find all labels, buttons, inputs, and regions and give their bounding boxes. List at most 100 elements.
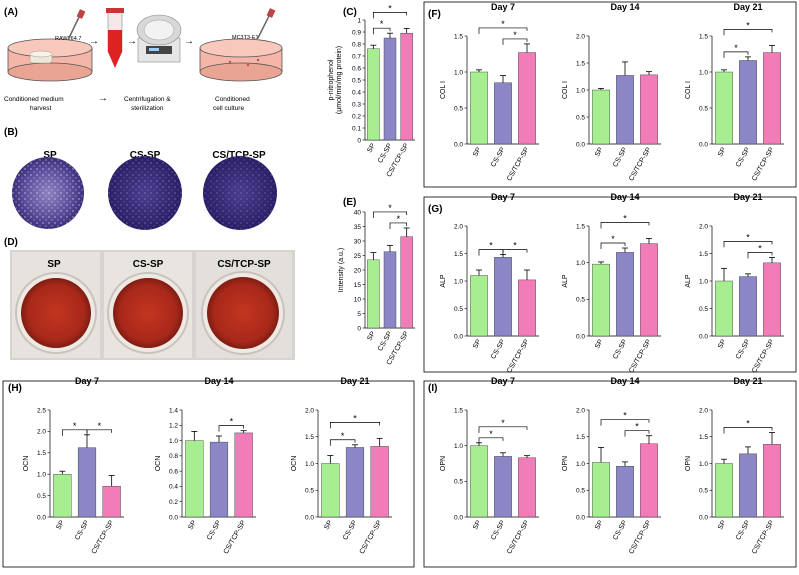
bar-cs-sp (77, 447, 97, 518)
bar-sp (367, 48, 380, 141)
step3-line1: Conditioned (215, 96, 250, 103)
significance-mark: * (73, 421, 77, 431)
panel-b-images: SP CS-SP CS/TCP-SP (12, 150, 277, 230)
step2-line1: Centrifugation & (124, 96, 171, 103)
y-axis-label: Intensity (a.u.) (338, 248, 345, 292)
y-tick-label: 30 (354, 238, 362, 245)
significance-mark: * (746, 232, 750, 242)
y-tick-label: 40 (354, 209, 362, 216)
y-axis-label: COL I (562, 81, 569, 99)
bar-sp (715, 71, 733, 145)
chart-title: Day 14 (610, 2, 639, 12)
bar-cs-sp (616, 465, 634, 518)
y-tick-label: 0.0 (454, 333, 463, 340)
pipette-right-icon (257, 8, 276, 39)
y-tick-label: 0 (357, 325, 361, 332)
chart-h2: Day 14 0.0 0.2 0.4 0.6 0.8 1.0 1.2 1.4 OCN SP CS-SP… (155, 376, 256, 555)
significance-bracket (372, 27, 391, 35)
chart-i1: Day 7 0.0 0.5 1.0 1.5 OPN SP CS-SP CS/TCP-SP * * (440, 376, 539, 555)
y-tick-label: 25 (354, 253, 362, 260)
significance-mark: * (611, 234, 615, 244)
significance-mark: * (230, 417, 234, 427)
y-tick-label: 1.0 (169, 438, 178, 445)
chart-title: Day 7 (491, 376, 515, 386)
bar-cs-sp (739, 276, 757, 337)
y-tick-label: 0.0 (699, 141, 708, 148)
significance-mark: * (746, 20, 750, 30)
y-tick-label: 1.5 (699, 434, 708, 441)
panel-label-i: (I) (428, 383, 437, 394)
bar-cs-sp (616, 252, 634, 337)
y-tick-label: 1.5 (576, 434, 585, 441)
significance-mark: * (380, 19, 384, 29)
bar-cstcp-sp (763, 444, 781, 518)
bar-cstcp-sp (234, 432, 253, 518)
y-tick-label: 0.5 (352, 77, 361, 84)
significance-mark: * (388, 3, 392, 13)
x-tick-label: CS-SP (490, 519, 507, 541)
y-tick-label: 35 (354, 224, 362, 231)
y-tick-label: 0.6 (352, 65, 361, 72)
significance-bracket (600, 242, 626, 249)
y-tick-label: 0.5 (576, 297, 585, 304)
y-tick-label: 0.7 (352, 53, 361, 60)
d-well-sp (21, 278, 91, 348)
x-tick-label: CS-SP (342, 519, 359, 541)
x-tick-label: CS/TCP-SP (628, 519, 653, 555)
y-axis-label: OCN (291, 456, 298, 472)
y-tick-label: 0.5 (699, 488, 708, 495)
y-tick-label: 0.0 (576, 514, 585, 521)
y-tick-label: 1.0 (576, 87, 585, 94)
bar-sp (470, 275, 488, 337)
y-tick-label: 1.4 (169, 407, 178, 414)
significance-mark: * (98, 421, 102, 431)
y-tick-label: 0.8 (352, 41, 361, 48)
chart-title: Day 14 (610, 376, 639, 386)
y-axis-label: ALP (440, 274, 447, 288)
centrifuge-icon (136, 14, 182, 63)
significance-mark: * (513, 30, 517, 40)
bar-cs-sp (739, 453, 757, 518)
y-tick-label: 0.0 (305, 514, 314, 521)
x-tick-label: CS-SP (735, 146, 752, 168)
tube-icon (106, 8, 124, 68)
bar-sp (592, 263, 610, 337)
bar-cstcp-sp (763, 262, 781, 337)
y-tick-label: 2.0 (699, 223, 708, 230)
bar-sp (321, 463, 340, 518)
d-well-cstcp-sp (207, 277, 279, 349)
chart-title: Day 14 (610, 192, 639, 202)
bar-sp (715, 463, 733, 518)
y-axis-label: OPN (440, 456, 447, 471)
panel-label-h: (H) (8, 383, 22, 394)
bar-cs-sp (616, 75, 634, 145)
y-tick-label: 1.0 (576, 461, 585, 468)
bar-sp (470, 71, 488, 145)
bar-cstcp-sp (763, 52, 781, 145)
bar-sp (185, 440, 204, 518)
arrow-4: → (184, 36, 194, 47)
x-tick-label: CS/TCP-SP (506, 338, 531, 374)
x-tick-label: SP (594, 146, 605, 158)
chart-i2: Day 14 0.0 0.5 1.0 1.5 2.0 OPN SP CS-SP CS/TCP-SP… (562, 376, 661, 555)
y-tick-label: 1.0 (454, 69, 463, 76)
b-label-sp: SP (43, 150, 57, 161)
significance-bracket (723, 51, 749, 58)
x-tick-label: CS/TCP-SP (751, 519, 776, 555)
significance-bracket (723, 241, 773, 248)
y-tick-label: 1.5 (37, 450, 46, 457)
x-tick-label: CS-SP (490, 146, 507, 168)
step3-line2: cell culture (213, 105, 244, 112)
y-tick-label: 0.5 (37, 493, 46, 500)
significance-mark: * (353, 413, 357, 423)
bar-sp (367, 259, 380, 329)
x-tick-label: CS-SP (490, 338, 507, 360)
y-tick-label: 0.0 (169, 514, 178, 521)
significance-mark: * (513, 241, 517, 251)
significance-bracket (747, 252, 773, 259)
y-tick-label: 1.5 (699, 251, 708, 258)
x-tick-label: CS/TCP-SP (628, 146, 653, 182)
x-tick-label: CS-SP (735, 338, 752, 360)
bar-cstcp-sp (640, 443, 658, 518)
y-tick-label: 0.9 (352, 29, 361, 36)
